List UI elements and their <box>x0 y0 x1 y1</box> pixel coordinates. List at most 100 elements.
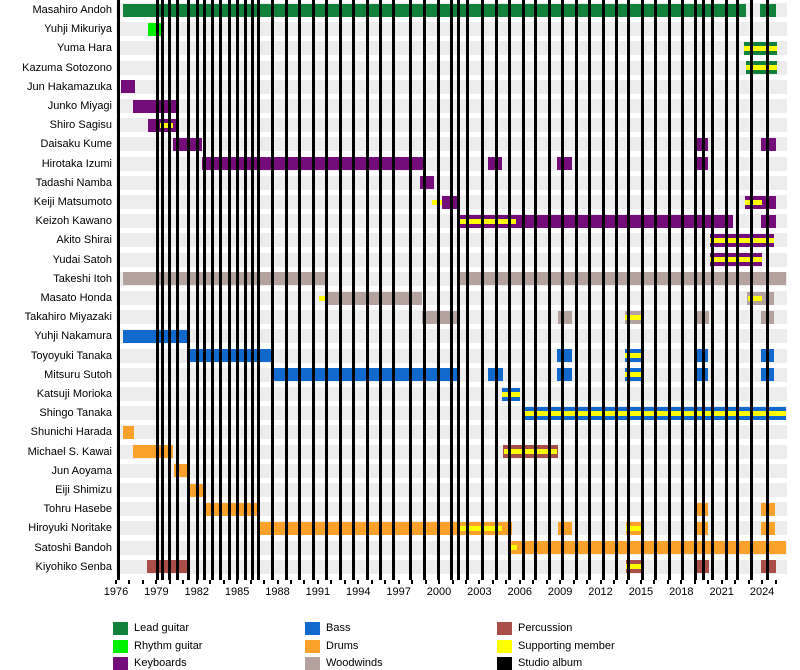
studio-album-line <box>450 0 454 580</box>
legend-swatch-bass <box>305 622 320 635</box>
studio-album-line <box>574 0 578 580</box>
studio-album-line <box>667 0 671 580</box>
axis-tick <box>680 580 683 584</box>
axis-tick <box>478 580 481 584</box>
supporting-member-stripe <box>502 391 521 397</box>
bar-keyboards <box>456 214 734 228</box>
axis-tick <box>182 580 185 584</box>
studio-album-line <box>422 0 426 580</box>
member-label: Kiyohiko Senba <box>35 560 112 573</box>
member-label: Eiji Shimizu <box>55 484 112 496</box>
legend-swatch-album <box>497 657 512 670</box>
studio-album-line <box>392 0 396 580</box>
member-label: Jun Hakamazuka <box>27 80 112 93</box>
supporting-member-stripe <box>521 410 787 416</box>
studio-album-line <box>736 0 740 580</box>
member-label: Yudai Satoh <box>52 253 112 266</box>
axis-year-label: 2006 <box>507 586 533 598</box>
supporting-member-stripe <box>626 564 641 570</box>
bar-bass <box>122 329 188 343</box>
axis-tick <box>155 580 158 584</box>
axis-tick <box>330 580 333 584</box>
legend-swatch-keyboards <box>113 657 128 670</box>
axis-tick <box>747 580 750 584</box>
supporting-member-stripe <box>160 122 173 128</box>
legend-swatch-drums <box>305 640 320 653</box>
bar-woodwinds <box>422 310 459 324</box>
bar-keyboards <box>441 195 459 209</box>
axis-tick <box>384 580 387 584</box>
axis-tick <box>236 580 239 584</box>
studio-album-line <box>693 0 697 580</box>
axis-tick <box>518 580 521 584</box>
bar-drums <box>188 483 203 497</box>
legend-label: Drums <box>326 640 359 652</box>
axis-tick <box>613 580 616 584</box>
supporting-member-stripe <box>510 545 518 551</box>
axis-tick <box>263 580 266 584</box>
legend-label: Bass <box>326 622 351 634</box>
member-label: Takahiro Miyazaki <box>24 311 112 324</box>
studio-album-line <box>365 0 369 580</box>
bar-bass <box>502 387 521 401</box>
axis-tick <box>666 580 669 584</box>
studio-album-line <box>457 0 461 580</box>
member-label: Shiro Sagisu <box>49 119 112 132</box>
supporting-member-stripe <box>745 65 777 71</box>
axis-year-label: 2015 <box>628 586 654 598</box>
member-label: Shingo Tanaka <box>39 407 112 420</box>
supporting-member-stripe <box>743 45 777 51</box>
bar-keyboards <box>709 233 774 247</box>
axis-tick <box>626 580 629 584</box>
studio-album-line <box>710 0 714 580</box>
studio-album-line <box>534 0 538 580</box>
axis-tick <box>559 580 562 584</box>
studio-album-line <box>219 0 223 580</box>
legend-label: Percussion <box>518 622 573 634</box>
axis-tick <box>276 580 279 584</box>
legend-label: Rhythm guitar <box>134 640 203 652</box>
supporting-member-stripe <box>625 353 641 359</box>
supporting-member-stripe <box>709 257 763 263</box>
axis-year-label: 1985 <box>224 586 250 598</box>
member-label: Daisaku Kume <box>40 138 112 151</box>
axis-tick <box>141 580 144 584</box>
supporting-member-stripe <box>504 449 557 455</box>
member-label: Hirotaka Izumi <box>41 157 112 170</box>
legend-swatch-rhythm_guitar <box>113 640 128 653</box>
studio-album-line <box>378 0 382 580</box>
studio-album-line <box>702 0 706 580</box>
member-label: Katsuji Morioka <box>36 388 112 400</box>
bar-lead_guitar <box>743 41 777 55</box>
studio-album-line <box>211 0 215 580</box>
studio-album-line <box>681 0 685 580</box>
axis-tick <box>249 580 252 584</box>
studio-album-line <box>243 0 247 580</box>
axis-year-label: 1976 <box>103 586 129 598</box>
bar-keyboards <box>709 253 763 267</box>
axis-tick <box>303 580 306 584</box>
plot-left-border-line <box>117 0 121 580</box>
axis-tick <box>209 580 212 584</box>
studio-album-line <box>325 0 329 580</box>
bar-drums <box>558 521 572 535</box>
axis-tick <box>128 580 131 584</box>
axis-tick <box>115 580 117 584</box>
axis-tick <box>774 580 777 584</box>
studio-album-line <box>195 0 199 580</box>
legend-swatch-support <box>497 640 512 653</box>
member-label: Tadashi Namba <box>35 176 112 189</box>
member-label: Kazuma Sotozono <box>22 61 112 74</box>
studio-album-line <box>352 0 356 580</box>
bar-drums <box>510 541 787 555</box>
axis-tick <box>599 580 602 584</box>
member-label: Masato Honda <box>40 292 112 304</box>
studio-album-line <box>640 0 644 580</box>
supporting-member-stripe <box>745 199 763 205</box>
bar-support <box>318 295 327 301</box>
studio-album-line <box>271 0 275 580</box>
legend-swatch-percussion <box>497 622 512 635</box>
studio-album-line <box>508 0 512 580</box>
studio-album-line <box>284 0 288 580</box>
